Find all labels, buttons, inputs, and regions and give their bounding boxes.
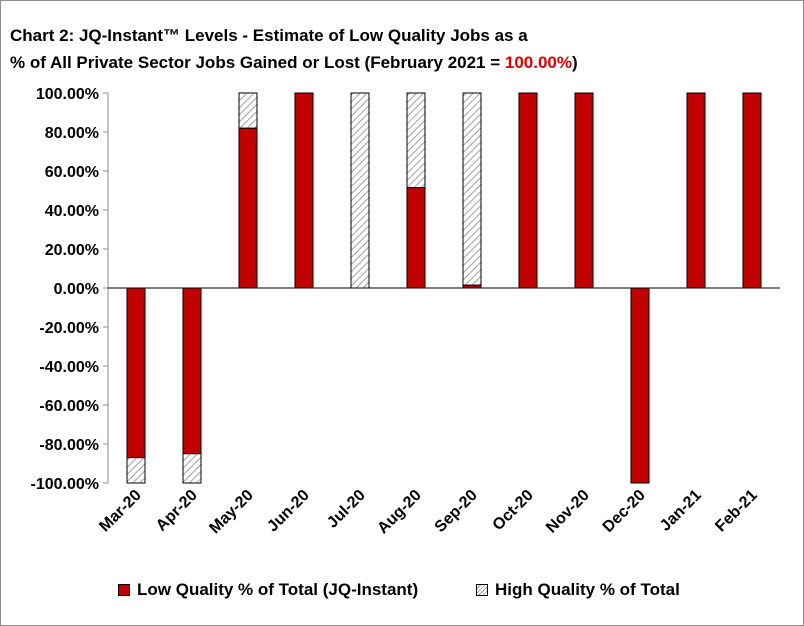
y-tick-label: 20.00%	[45, 242, 99, 259]
chart-title-line-2: % of All Private Sector Jobs Gained or L…	[10, 49, 578, 76]
y-tick-label: -40.00%	[39, 359, 99, 376]
chart-title: Chart 2: JQ-Instant™ Levels - Estimate o…	[10, 22, 578, 76]
legend-item-high-quality: High Quality % of Total	[476, 580, 680, 600]
y-tick-label: 60.00%	[45, 164, 99, 181]
y-tick-label: -80.00%	[39, 437, 99, 454]
chart-title-line-1: Chart 2: JQ-Instant™ Levels - Estimate o…	[10, 26, 528, 45]
bar-low-quality	[126, 287, 146, 459]
x-tick-label: Dec-20	[600, 487, 649, 536]
legend-swatch-high-quality	[476, 584, 488, 596]
x-tick-label: Feb-21	[712, 487, 761, 536]
x-tick-label: Jun-20	[264, 487, 313, 536]
bar-low-quality	[182, 287, 202, 455]
bar-low-quality	[742, 92, 762, 289]
x-tick-label: Aug-20	[374, 487, 424, 537]
bar-high-quality	[462, 92, 482, 286]
legend: Low Quality % of Total (JQ-Instant) High…	[0, 580, 804, 608]
chart-title-line-2-prefix: % of All Private Sector Jobs Gained or L…	[10, 53, 505, 72]
legend-swatch-low-quality	[118, 584, 130, 596]
chart-title-highlight: 100.00%	[504, 53, 573, 72]
bar-low-quality	[406, 187, 426, 289]
x-tick-label: Oct-20	[490, 487, 537, 534]
legend-item-low-quality: Low Quality % of Total (JQ-Instant)	[118, 580, 418, 600]
y-tick-label: -100.00%	[31, 476, 100, 493]
y-tick-label: -20.00%	[39, 320, 99, 337]
bar-high-quality	[350, 92, 370, 289]
legend-label-low-quality: Low Quality % of Total (JQ-Instant)	[137, 580, 419, 599]
chart-title-line-2-suffix: )	[572, 53, 578, 72]
y-tick-label: 100.00%	[36, 86, 99, 103]
bar-low-quality	[294, 92, 314, 289]
bar-low-quality	[238, 127, 258, 289]
bar-low-quality	[630, 287, 650, 484]
y-tick-label: -60.00%	[39, 398, 99, 415]
x-tick-label: Mar-20	[96, 487, 145, 536]
bar-low-quality	[686, 92, 706, 289]
x-tick-label: May-20	[206, 487, 256, 537]
x-tick-label: Nov-20	[543, 487, 593, 537]
plot-area: 100.00% 80.00% 60.00% 40.00% 20.00% 0.00% -20.…	[31, 86, 780, 537]
bar-low-quality	[518, 92, 538, 289]
y-tick-label: 0.00%	[54, 281, 99, 298]
legend-label-high-quality: High Quality % of Total	[495, 580, 680, 599]
bar-high-quality	[182, 453, 202, 484]
bar-low-quality	[574, 92, 594, 289]
x-tick-label: Jul-20	[324, 487, 369, 532]
y-tick-label: 80.00%	[45, 125, 99, 142]
x-tick-label: Jan-21	[657, 487, 705, 535]
bar-high-quality	[238, 92, 258, 129]
bar-high-quality	[406, 92, 426, 189]
x-tick-label: Apr-20	[153, 487, 201, 535]
bar-high-quality	[126, 457, 146, 484]
y-tick-label: 40.00%	[45, 203, 99, 220]
x-tick-label: Sep-20	[432, 487, 481, 536]
